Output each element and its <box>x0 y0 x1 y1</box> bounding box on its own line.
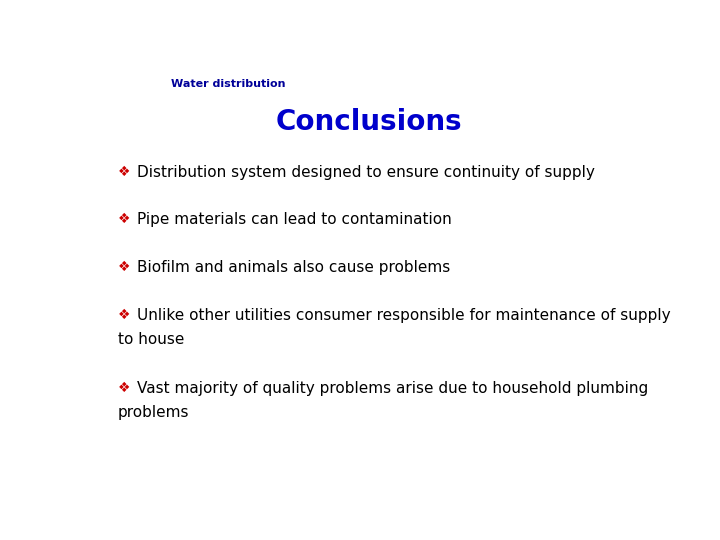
Text: Vast majority of quality problems arise due to household plumbing: Vast majority of quality problems arise … <box>138 381 649 396</box>
Text: Water distribution: Water distribution <box>171 79 285 89</box>
Text: Conclusions: Conclusions <box>276 109 462 137</box>
Text: ❖: ❖ <box>118 308 130 322</box>
Text: Biofilm and animals also cause problems: Biofilm and animals also cause problems <box>138 260 451 275</box>
Text: Unlike other utilities consumer responsible for maintenance of supply: Unlike other utilities consumer responsi… <box>138 308 671 323</box>
Text: Pipe materials can lead to contamination: Pipe materials can lead to contamination <box>138 212 452 227</box>
Text: Distribution system designed to ensure continuity of supply: Distribution system designed to ensure c… <box>138 165 595 180</box>
Text: to house: to house <box>118 332 184 347</box>
Text: ❖: ❖ <box>118 165 130 179</box>
Text: ❖: ❖ <box>118 212 130 226</box>
Text: ❖: ❖ <box>118 260 130 274</box>
Text: problems: problems <box>118 405 189 420</box>
Text: ❖: ❖ <box>118 381 130 395</box>
